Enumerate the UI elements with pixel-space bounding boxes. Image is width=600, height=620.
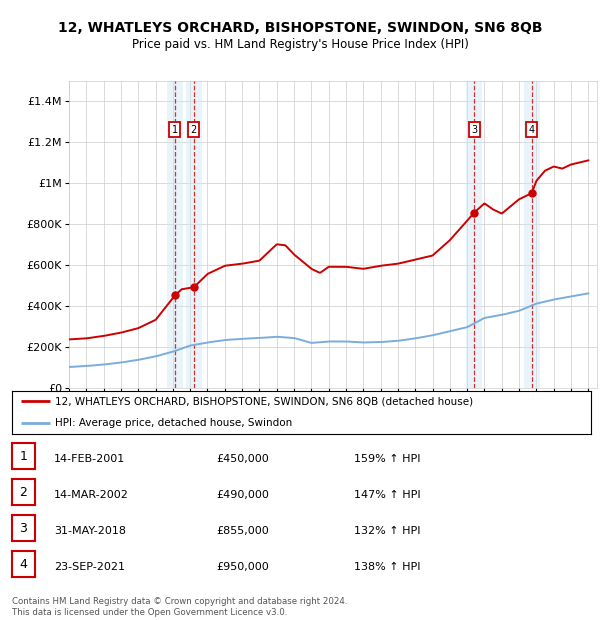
Text: Price paid vs. HM Land Registry's House Price Index (HPI): Price paid vs. HM Land Registry's House … (131, 38, 469, 51)
Text: 3: 3 (19, 522, 28, 534)
Text: 132% ↑ HPI: 132% ↑ HPI (354, 526, 421, 536)
Text: 12, WHATLEYS ORCHARD, BISHOPSTONE, SWINDON, SN6 8QB: 12, WHATLEYS ORCHARD, BISHOPSTONE, SWIND… (58, 21, 542, 35)
Text: 1: 1 (172, 125, 178, 135)
Text: 3: 3 (471, 125, 478, 135)
Bar (167, 81, 183, 388)
Text: Contains HM Land Registry data © Crown copyright and database right 2024.
This d: Contains HM Land Registry data © Crown c… (12, 598, 347, 617)
Text: £490,000: £490,000 (216, 490, 269, 500)
Text: 14-FEB-2001: 14-FEB-2001 (54, 454, 125, 464)
Text: £855,000: £855,000 (216, 526, 269, 536)
Text: 159% ↑ HPI: 159% ↑ HPI (354, 454, 421, 464)
Bar (466, 81, 482, 388)
Text: 1: 1 (19, 450, 28, 463)
Text: £950,000: £950,000 (216, 562, 269, 572)
Bar (524, 81, 539, 388)
Text: 2: 2 (191, 125, 197, 135)
Text: 12, WHATLEYS ORCHARD, BISHOPSTONE, SWINDON, SN6 8QB (detached house): 12, WHATLEYS ORCHARD, BISHOPSTONE, SWIND… (55, 396, 473, 407)
Text: £450,000: £450,000 (216, 454, 269, 464)
Text: HPI: Average price, detached house, Swindon: HPI: Average price, detached house, Swin… (55, 418, 293, 428)
Bar (186, 81, 202, 388)
Text: 14-MAR-2002: 14-MAR-2002 (54, 490, 129, 500)
Text: 147% ↑ HPI: 147% ↑ HPI (354, 490, 421, 500)
Text: 31-MAY-2018: 31-MAY-2018 (54, 526, 126, 536)
Text: 2: 2 (19, 486, 28, 498)
Text: 4: 4 (19, 558, 28, 570)
Text: 23-SEP-2021: 23-SEP-2021 (54, 562, 125, 572)
Text: 4: 4 (529, 125, 535, 135)
Text: 138% ↑ HPI: 138% ↑ HPI (354, 562, 421, 572)
